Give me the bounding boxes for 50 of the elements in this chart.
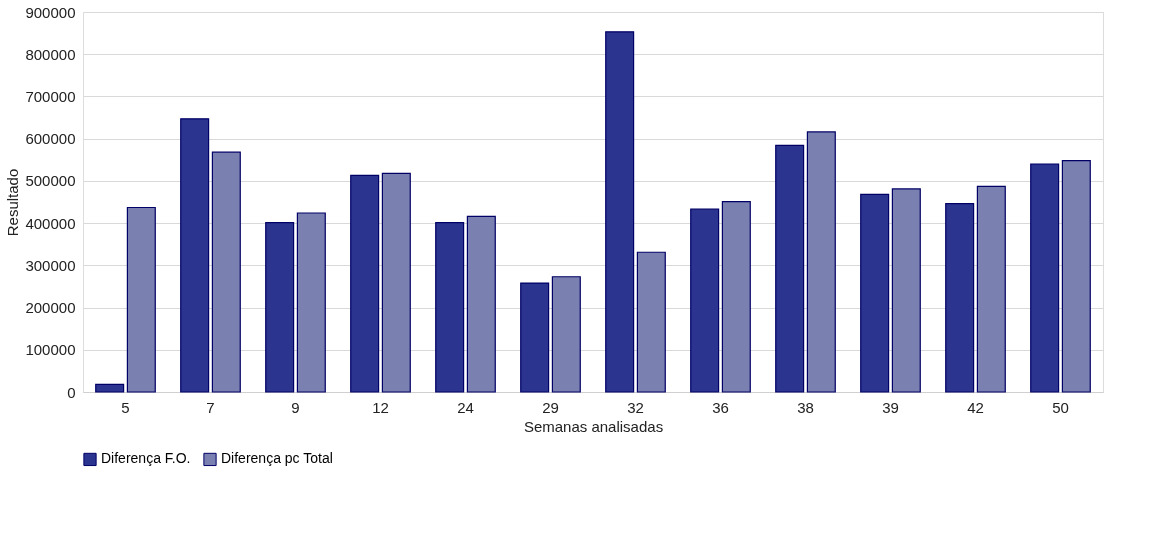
bar <box>636 251 666 393</box>
y-tick-label: 0 <box>67 383 76 401</box>
x-tick-label: 9 <box>291 398 300 416</box>
x-tick-label: 39 <box>882 398 899 416</box>
bar <box>775 144 805 393</box>
bar <box>296 212 326 393</box>
x-tick-label: 24 <box>457 398 474 416</box>
x-tick-label: 7 <box>206 398 215 416</box>
bar <box>466 215 496 393</box>
legend-label: Diferença pc Total <box>221 450 333 467</box>
bar <box>690 208 720 393</box>
bar <box>860 193 890 393</box>
y-tick-label: 300000 <box>25 256 76 274</box>
x-tick-label: 38 <box>797 398 814 416</box>
bar <box>945 203 975 393</box>
y-axis-title: Resultado <box>4 168 22 237</box>
x-axis-title: Semanas analisadas <box>523 417 664 435</box>
x-tick-label: 29 <box>542 398 559 416</box>
y-tick-label: 900000 <box>25 3 76 21</box>
bar <box>435 222 465 393</box>
y-tick-label: 800000 <box>25 45 76 63</box>
bar <box>520 282 550 393</box>
x-tick-label: 12 <box>372 398 389 416</box>
bar <box>180 118 210 393</box>
y-tick-label: 600000 <box>25 130 76 148</box>
x-tick-label: 5 <box>121 398 130 416</box>
bar <box>126 206 156 393</box>
x-tick-label: 42 <box>967 398 984 416</box>
bar <box>976 185 1006 393</box>
x-tick-label: 32 <box>627 398 644 416</box>
y-tick-label: 700000 <box>25 87 76 105</box>
x-tick-label: 36 <box>712 398 729 416</box>
bar <box>721 200 751 393</box>
x-tick-label: 50 <box>1052 398 1069 416</box>
bar <box>95 383 125 393</box>
bar <box>605 31 635 393</box>
bar <box>1061 160 1091 393</box>
bar <box>381 172 411 393</box>
bar <box>891 188 921 393</box>
bar <box>350 174 380 393</box>
legend-label: Diferença F.O. <box>101 450 191 467</box>
bar <box>265 222 295 393</box>
bar <box>806 131 836 393</box>
y-tick-label: 200000 <box>25 299 76 317</box>
y-tick-label: 500000 <box>25 172 76 190</box>
y-tick-label: 100000 <box>25 341 76 359</box>
bar <box>211 151 241 393</box>
bar <box>1030 163 1060 393</box>
y-tick-label: 400000 <box>25 214 76 232</box>
bar <box>551 276 581 393</box>
